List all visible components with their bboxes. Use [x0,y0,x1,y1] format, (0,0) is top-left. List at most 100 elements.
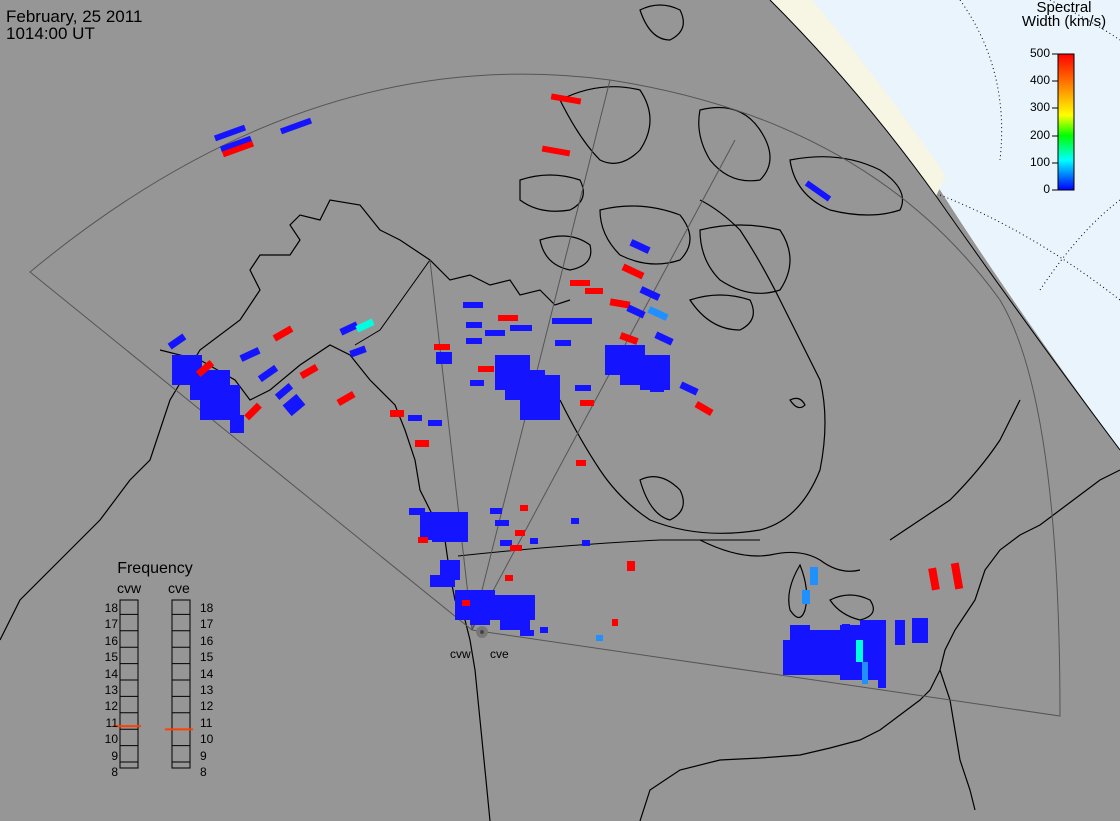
echo-cell [582,540,590,546]
freq-level-right-15: 15 [200,650,214,665]
freq-level-left-15: 15 [104,650,118,665]
frequency-bars [119,599,191,769]
echo-patch [878,620,886,688]
echo-cell [167,333,187,350]
echo-cell [802,590,810,604]
echo-cell [530,538,538,544]
echo-patch [895,620,905,645]
colorbar-title-2: Width (km/s) [1021,13,1107,30]
echo-cell [279,117,313,135]
echo-cell [576,460,586,466]
echo-cell [520,630,534,636]
echo-cell [626,304,646,319]
radar-site-cvw: cvw [450,647,471,661]
freq-grid [120,613,190,763]
freq-level-right-18: 18 [200,601,214,615]
echo-cell [490,508,502,514]
echo-cell [336,390,356,407]
echo-cell [213,124,247,142]
echo-cell [505,575,513,581]
echo-patch [510,325,532,331]
echo-patch [432,520,468,542]
echo-cell [804,180,832,202]
echo-patch [552,318,572,324]
echo-cell [299,363,319,380]
freq-level-right-11: 11 [200,715,213,730]
echo-cell [274,383,294,400]
echo-cell [272,325,294,342]
echo-patch [520,385,560,420]
echo-cell [550,93,582,105]
echo-cell [627,561,635,571]
echo-cell [515,530,525,536]
colorbar-title-1: Spectral [1036,0,1092,16]
echo-patch [430,575,455,587]
echo-cell [428,420,442,426]
echo-cell [495,520,509,526]
echo-cell [418,537,428,543]
echo-patch [783,640,863,675]
echo-patch [466,338,482,344]
date-label: February, 25 2011 [6,7,143,26]
echo-patch [436,352,452,364]
echo-cell [619,332,639,345]
echo-patch [842,624,850,644]
echo-patch [463,302,483,308]
echo-patch [485,330,505,336]
colorbar-tick: 300 [1029,100,1050,114]
time-label: 1014:00 UT [6,24,95,43]
freq-markers [113,725,193,731]
freq-level-left-9: 9 [111,748,118,763]
freq-level-left-13: 13 [104,683,118,697]
echo-patch [555,340,571,346]
echo-cell [654,331,674,346]
echo-cell [339,321,359,336]
echo-cell [810,567,818,585]
freq-level-right-16: 16 [200,633,214,648]
echo-cell [541,145,571,157]
colorbar-tick: 0 [1043,182,1050,196]
echo-cell [409,508,425,515]
colorbar-tick: 100 [1029,155,1050,169]
echo-cell [609,298,631,309]
echo-cell [230,415,244,433]
echo-patch [470,380,484,386]
frequency-title: Frequency [117,560,193,577]
echo-cell [639,286,661,301]
freq-level-left-12: 12 [104,699,118,714]
freq-level-left-11: 11 [105,715,118,730]
freq-level-left-10: 10 [104,732,118,747]
echo-cell [219,135,253,153]
echo-cell [355,318,375,333]
freq-bar-cvw [119,599,139,769]
echo-cell [415,440,429,447]
echo-cell [647,306,669,321]
freq-level-left-17: 17 [104,617,118,632]
echo-cell [510,545,522,551]
freq-level-left-14: 14 [104,666,118,681]
echo-cell [195,360,215,377]
freq-bar-cve [171,599,191,769]
echo-cell [390,410,404,417]
freq-level-right-12: 12 [200,699,214,714]
echo-patch [570,280,590,286]
echo-patch [498,315,518,321]
echo-cell [408,415,422,421]
freq-level-right-10: 10 [200,732,214,747]
echo-cell [349,345,367,358]
echo-cell [650,385,664,392]
colorbar-ticks [1052,53,1058,191]
echo-cell [629,239,651,254]
echo-patch [200,385,240,420]
echo-patch [575,385,591,391]
echo-patch [580,400,594,406]
freq-radar-label-cvw: cvw [117,580,142,596]
radar-site-dot [480,630,484,634]
echo-cell [239,347,261,362]
echo-patch [540,375,560,385]
echo-cell [610,360,628,367]
colorbar-tick: 500 [1029,46,1050,60]
echo-cell [221,140,255,158]
